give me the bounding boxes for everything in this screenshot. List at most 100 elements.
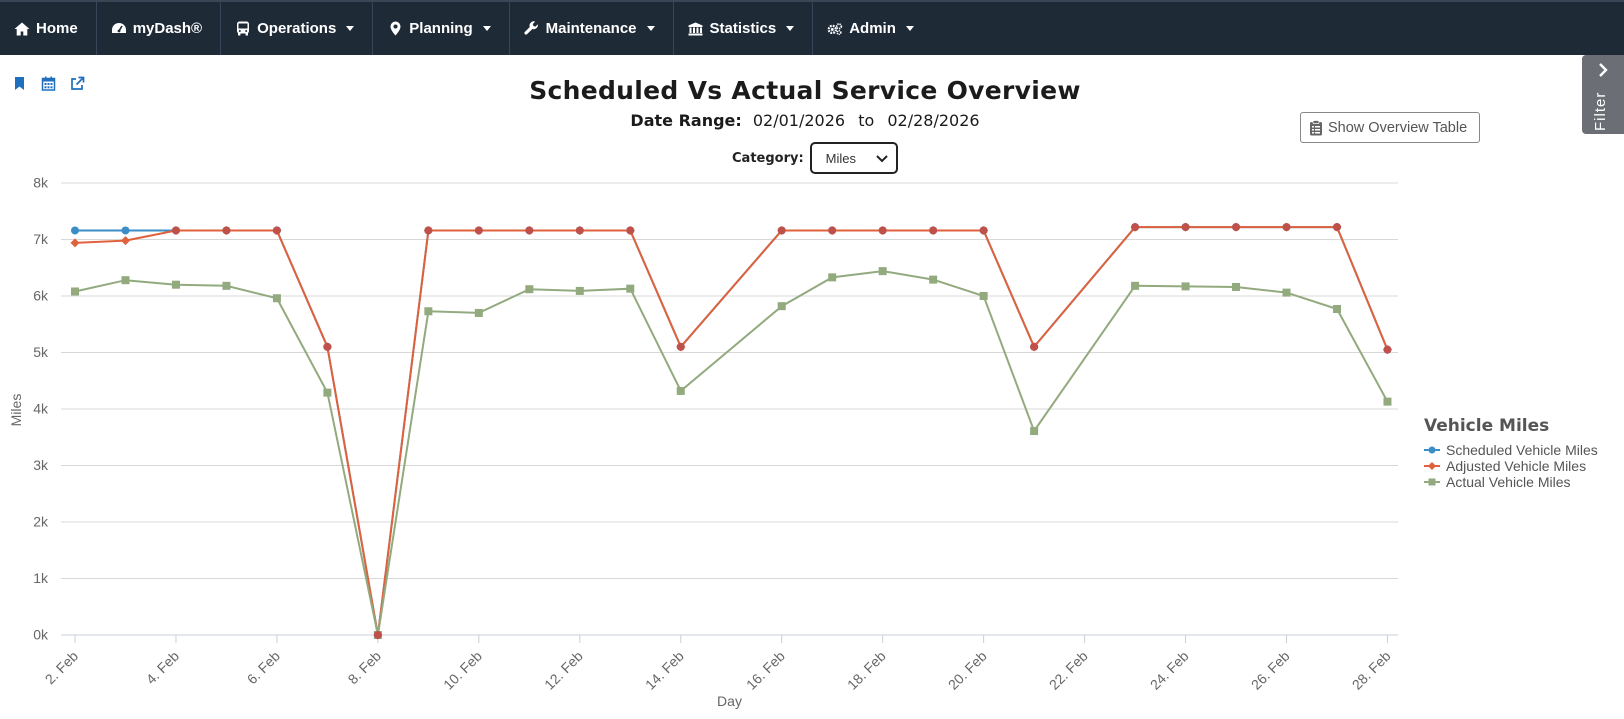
nav-item-admin[interactable]: Admin <box>813 2 932 55</box>
wrench-icon <box>524 21 540 37</box>
data-point-overlap-adjusted-vehicle-miles[interactable] <box>1282 223 1291 232</box>
data-point-overlap-adjusted-vehicle-miles[interactable] <box>1030 342 1039 351</box>
data-point-overlap-adjusted-vehicle-miles[interactable] <box>171 226 180 235</box>
date-separator: to <box>858 111 875 130</box>
data-point-overlap-adjusted-vehicle-miles[interactable] <box>1131 223 1140 232</box>
data-point-overlap-adjusted-vehicle-miles[interactable] <box>979 226 988 235</box>
data-point-overlap-adjusted-vehicle-miles[interactable] <box>575 226 584 235</box>
data-point-overlap-adjusted-vehicle-miles[interactable] <box>878 226 887 235</box>
data-point-actual-vehicle-miles[interactable] <box>1282 288 1291 297</box>
data-point-actual-vehicle-miles[interactable] <box>1232 282 1241 291</box>
data-point-actual-vehicle-miles[interactable] <box>171 280 180 289</box>
legend-swatch <box>1424 477 1440 487</box>
legend-item[interactable]: Adjusted Vehicle Miles <box>1424 458 1598 474</box>
x-tick-label: 10. Feb <box>440 648 485 693</box>
data-point-actual-vehicle-miles[interactable] <box>979 292 988 300</box>
data-point-scheduled-vehicle-miles[interactable] <box>121 226 130 235</box>
data-point-overlap-adjusted-vehicle-miles[interactable] <box>676 342 685 351</box>
data-point-overlap-adjusted-vehicle-miles[interactable] <box>373 631 382 639</box>
x-tick-label: 16. Feb <box>743 648 788 693</box>
date-from: 02/01/2026 <box>752 111 846 130</box>
data-point-overlap-adjusted-vehicle-miles[interactable] <box>222 226 231 235</box>
data-point-adjusted-vehicle-miles[interactable] <box>70 238 80 248</box>
nav-item-maintenance[interactable]: Maintenance <box>510 2 674 55</box>
x-tick-label: 12. Feb <box>541 648 586 693</box>
data-point-overlap-adjusted-vehicle-miles[interactable] <box>1383 345 1392 354</box>
data-point-adjusted-vehicle-miles[interactable] <box>120 236 130 246</box>
data-point-overlap-adjusted-vehicle-miles[interactable] <box>323 342 332 351</box>
legend-item[interactable]: Scheduled Vehicle Miles <box>1424 442 1598 458</box>
data-point-actual-vehicle-miles[interactable] <box>525 285 534 294</box>
nav-item-planning[interactable]: Planning <box>373 2 510 55</box>
external-link-icon[interactable] <box>70 76 85 91</box>
chart-legend: Vehicle Miles Scheduled Vehicle Miles Adj… <box>1424 416 1598 490</box>
data-point-overlap-adjusted-vehicle-miles[interactable] <box>424 226 433 235</box>
y-tick-label: 3k <box>33 457 49 473</box>
nav-item-label: Home <box>36 20 78 37</box>
bookmark-icon[interactable] <box>12 76 27 91</box>
data-point-actual-vehicle-miles[interactable] <box>323 388 332 397</box>
legend-label: Adjusted Vehicle Miles <box>1446 458 1587 474</box>
data-point-overlap-adjusted-vehicle-miles[interactable] <box>474 226 483 235</box>
x-tick-label: 26. Feb <box>1248 648 1293 693</box>
data-point-actual-vehicle-miles[interactable] <box>626 284 635 293</box>
data-point-actual-vehicle-miles[interactable] <box>222 281 231 290</box>
data-point-actual-vehicle-miles[interactable] <box>1131 281 1140 290</box>
y-tick-label: 8k <box>33 175 49 191</box>
data-point-overlap-adjusted-vehicle-miles[interactable] <box>828 226 837 235</box>
x-tick-label: 18. Feb <box>844 648 889 693</box>
nav-item-statistics[interactable]: Statistics <box>674 2 814 55</box>
data-point-actual-vehicle-miles[interactable] <box>929 275 938 284</box>
data-point-actual-vehicle-miles[interactable] <box>676 386 685 395</box>
data-point-overlap-adjusted-vehicle-miles[interactable] <box>929 226 938 235</box>
nav-item-mydash[interactable]: myDash® <box>97 2 222 55</box>
legend-swatch <box>1424 445 1440 455</box>
data-point-actual-vehicle-miles[interactable] <box>71 287 79 296</box>
nav-item-home[interactable]: Home <box>0 2 97 55</box>
nav-item-operations[interactable]: Operations <box>221 2 374 55</box>
data-point-actual-vehicle-miles[interactable] <box>878 267 887 276</box>
category-select[interactable]: Miles <box>809 142 898 174</box>
nav-item-label: Operations <box>257 20 337 37</box>
data-point-actual-vehicle-miles[interactable] <box>121 276 130 285</box>
y-tick-label: 5k <box>33 344 49 360</box>
calendar-icon[interactable] <box>41 76 56 91</box>
data-point-actual-vehicle-miles[interactable] <box>828 273 837 282</box>
data-point-overlap-adjusted-vehicle-miles[interactable] <box>1181 223 1190 232</box>
caret-down-icon <box>905 26 914 31</box>
data-point-overlap-adjusted-vehicle-miles[interactable] <box>525 226 534 235</box>
y-tick-label: 2k <box>33 514 49 530</box>
show-overview-table-button[interactable]: Show Overview Table <box>1300 112 1480 143</box>
data-point-overlap-adjusted-vehicle-miles[interactable] <box>777 226 786 235</box>
data-point-actual-vehicle-miles[interactable] <box>575 286 584 295</box>
category-label: Category: <box>732 150 804 166</box>
filter-panel-toggle[interactable]: Filter <box>1582 55 1624 134</box>
data-point-actual-vehicle-miles[interactable] <box>1383 397 1392 406</box>
data-point-actual-vehicle-miles[interactable] <box>272 294 281 303</box>
category-selected-value: Miles <box>825 150 857 166</box>
x-tick-label: 28. Feb <box>1349 648 1394 693</box>
data-point-overlap-adjusted-vehicle-miles[interactable] <box>1333 223 1341 232</box>
y-axis-title: Miles <box>8 394 24 427</box>
bus-icon <box>235 21 251 37</box>
data-point-actual-vehicle-miles[interactable] <box>1333 304 1341 313</box>
data-point-actual-vehicle-miles[interactable] <box>777 302 786 311</box>
data-point-overlap-adjusted-vehicle-miles[interactable] <box>272 226 281 235</box>
data-point-actual-vehicle-miles[interactable] <box>1181 282 1190 291</box>
legend-swatch <box>1424 461 1440 471</box>
clipboard-icon <box>1309 119 1323 136</box>
data-point-actual-vehicle-miles[interactable] <box>1030 427 1039 436</box>
data-point-scheduled-vehicle-miles[interactable] <box>71 226 79 235</box>
legend-label: Actual Vehicle Miles <box>1446 474 1571 490</box>
nav-item-label: Maintenance <box>545 20 637 37</box>
data-point-overlap-adjusted-vehicle-miles[interactable] <box>626 226 635 235</box>
data-point-actual-vehicle-miles[interactable] <box>474 308 483 317</box>
home-icon <box>14 21 30 37</box>
x-tick-label: 20. Feb <box>945 648 990 693</box>
legend-item[interactable]: Actual Vehicle Miles <box>1424 474 1598 490</box>
data-point-actual-vehicle-miles[interactable] <box>424 307 433 316</box>
data-point-overlap-adjusted-vehicle-miles[interactable] <box>1232 223 1241 232</box>
series-line-adjusted-vehicle-miles <box>74 226 1389 636</box>
show-overview-table-label: Show Overview Table <box>1328 119 1468 136</box>
y-tick-label: 6k <box>33 288 49 304</box>
